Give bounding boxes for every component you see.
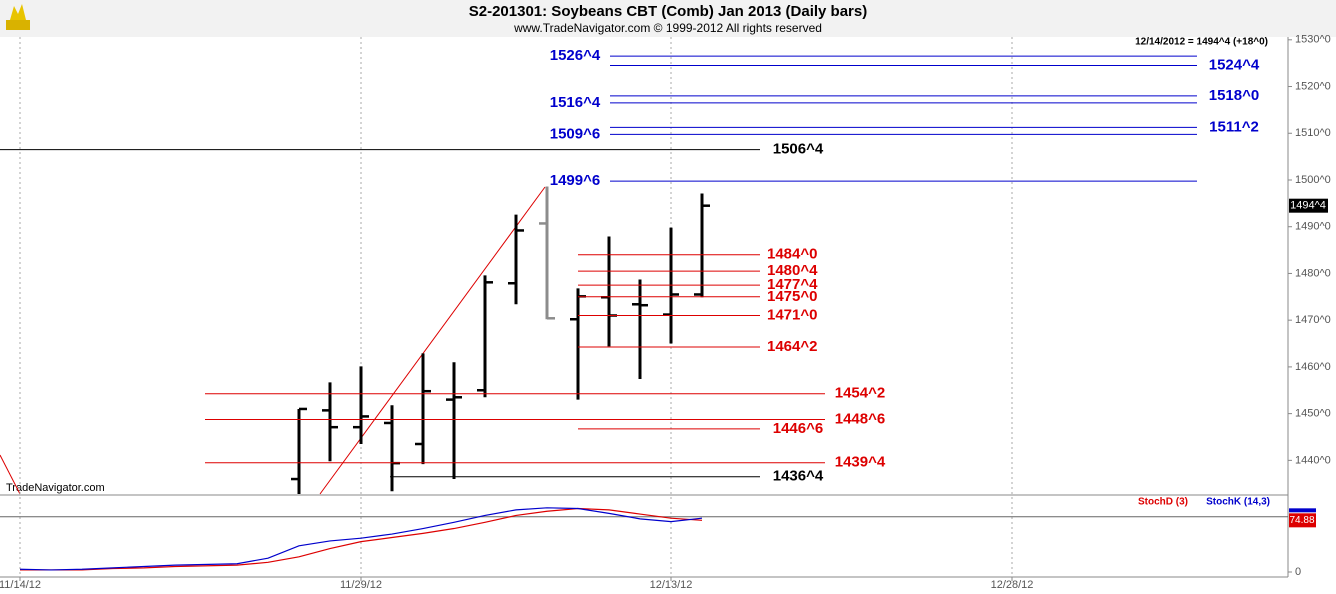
y-tick-label: 1530^0 xyxy=(1295,34,1331,46)
stoch-line xyxy=(20,507,703,571)
level-label: 1436^4 xyxy=(773,468,824,485)
y-tick-label: 1470^0 xyxy=(1295,314,1331,326)
level-label: 1454^2 xyxy=(835,385,885,402)
y-tick-label: 0 xyxy=(1295,566,1301,578)
chart-subtitle: www.TradeNavigator.com © 1999-2012 All r… xyxy=(513,21,822,35)
legend-entry: StochD (3) xyxy=(1138,497,1188,508)
level-label: 1448^6 xyxy=(835,410,885,427)
legend-entry: StochK (14,3) xyxy=(1206,497,1270,508)
x-tick-label: 12/13/12 xyxy=(650,579,693,591)
level-label: 1446^6 xyxy=(773,420,823,437)
trend-line xyxy=(319,186,546,495)
level-label: 1480^4 xyxy=(767,262,818,279)
header-bg xyxy=(0,0,1336,37)
y-tick-label: 1510^0 xyxy=(1295,127,1331,139)
annotation: 12/14/2012 = 1494^4 (+18^0) xyxy=(1135,37,1268,48)
y-tick-label: 1520^0 xyxy=(1295,80,1331,92)
logo xyxy=(6,4,30,30)
y-tick-label: 1500^0 xyxy=(1295,174,1331,186)
y-tick-label: 1440^0 xyxy=(1295,454,1331,466)
x-tick-label: 12/28/12 xyxy=(991,579,1034,591)
level-label: 1477^4 xyxy=(767,276,818,293)
y-tick-label: 1450^0 xyxy=(1295,408,1331,420)
level-label: 1471^0 xyxy=(767,306,817,323)
last-value-label: 74.88 xyxy=(1289,515,1314,526)
y-tick-label: 1460^0 xyxy=(1295,361,1331,373)
level-label: 1484^0 xyxy=(767,246,817,263)
trend-line xyxy=(0,454,21,495)
level-label: 1511^2 xyxy=(1209,118,1259,135)
chart-title: S2-201301: Soybeans CBT (Comb) Jan 2013 … xyxy=(469,3,867,20)
level-label: 1439^4 xyxy=(835,454,886,471)
last-price-box xyxy=(1289,198,1328,213)
last-value-flag xyxy=(1289,508,1316,513)
x-tick-label: 11/14/12 xyxy=(0,579,41,591)
level-label: 1516^4 xyxy=(550,94,601,111)
level-label: 1526^4 xyxy=(550,47,601,64)
stoch-line xyxy=(19,507,703,571)
level-label: 1499^6 xyxy=(550,172,600,189)
x-tick-label: 11/29/12 xyxy=(340,579,382,591)
y-tick-label: 1490^0 xyxy=(1295,221,1331,233)
last-price-label: 1494^4 xyxy=(1290,200,1326,212)
level-label: 1509^6 xyxy=(550,125,600,142)
level-label: 1506^4 xyxy=(773,141,824,158)
y-tick-label: 1480^0 xyxy=(1295,267,1331,279)
level-label: 1518^0 xyxy=(1209,87,1259,104)
watermark: TradeNavigator.com xyxy=(6,482,105,494)
last-value-box xyxy=(1289,513,1316,528)
level-label: 1464^2 xyxy=(767,338,817,355)
level-label: 1475^0 xyxy=(767,288,817,305)
level-label: 1524^4 xyxy=(1209,56,1260,73)
